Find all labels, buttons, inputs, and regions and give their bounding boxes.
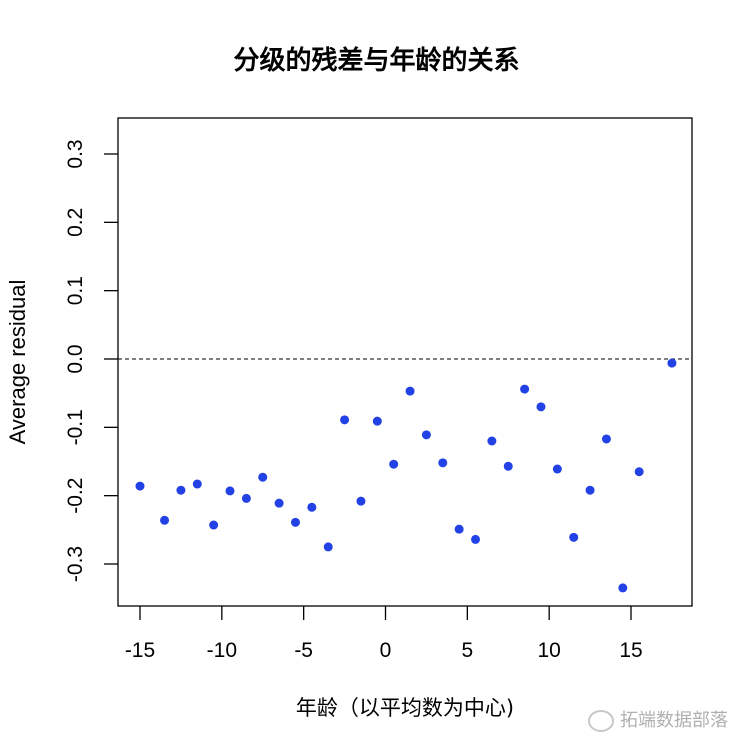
data-point [471,534,481,544]
wechat-icon [588,710,614,733]
y-tick-label: 0.3 [64,139,87,168]
data-point [520,384,530,394]
x-axis-label: 年龄（以平均数为中心) [295,696,515,720]
data-point [503,461,513,471]
data-point [209,520,219,530]
data-point [389,459,399,469]
data-point [667,358,677,368]
data-point [135,481,145,491]
data-point [192,479,202,489]
x-tick-label: 5 [461,639,473,662]
x-tick-label: -10 [207,639,237,662]
x-tick-label: -15 [125,639,155,662]
data-point [601,434,611,444]
data-point [274,498,284,508]
y-tick-label: 0.0 [64,344,87,373]
x-tick-label: -5 [294,639,313,662]
data-point [438,458,448,468]
data-point [372,416,382,426]
data-point [258,472,268,482]
data-point [634,467,644,477]
data-point [225,486,235,496]
data-point [176,485,186,495]
watermark: 拓端数据部落 [588,706,728,733]
y-tick-label: -0.2 [64,478,87,514]
plot-frame [117,117,693,607]
data-point [618,583,628,593]
data-point [454,524,464,534]
data-point [241,493,251,503]
x-axis: -15 -10 -5 0 5 10 15 [125,606,643,662]
y-tick-label: 0.1 [64,276,87,305]
data-point [290,517,300,527]
data-point [323,542,333,552]
x-tick-label: 0 [380,639,392,662]
chart-title: 分级的残差与年龄的关系 [233,46,520,76]
y-tick-label: -0.3 [64,546,87,582]
y-axis: -0.3 -0.2 -0.1 0.0 0.1 0.2 0.3 [64,139,118,582]
data-point [552,464,562,474]
x-tick-label: 15 [619,639,642,662]
data-point [487,436,497,446]
data-point [405,386,415,396]
data-point [160,515,170,525]
x-tick-label: 10 [537,639,560,662]
data-points [135,358,677,593]
watermark-text: 拓端数据部落 [620,710,728,730]
data-point [585,485,595,495]
data-point [307,502,317,512]
y-tick-label: -0.1 [64,409,87,445]
data-point [569,532,579,542]
data-point [421,430,431,440]
data-point [356,496,366,506]
y-tick-label: 0.2 [64,208,87,237]
data-point [536,402,546,412]
data-point [340,415,350,425]
